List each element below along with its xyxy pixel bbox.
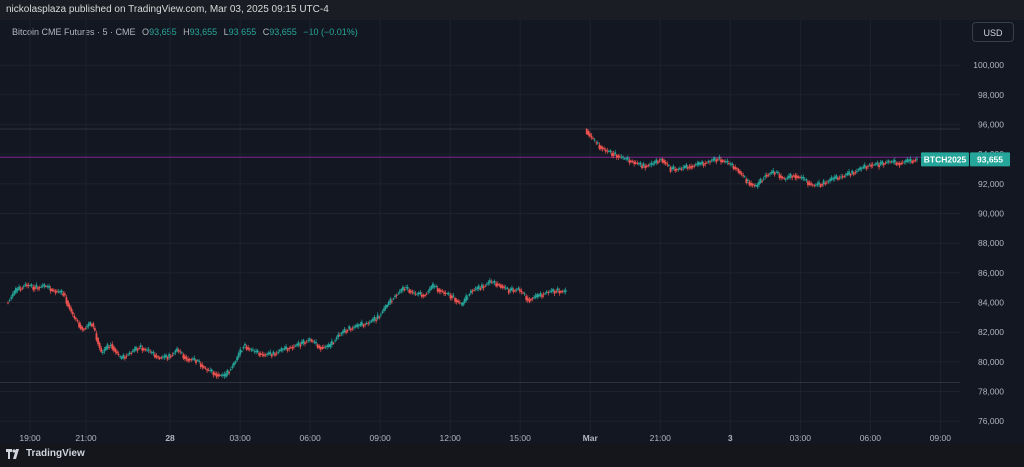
top-bar: nickolasplaza published on TradingView.c…: [0, 0, 1024, 20]
published-caption: nickolasplaza published on TradingView.c…: [6, 4, 329, 15]
currency-button[interactable]: USD: [972, 22, 1014, 42]
brand-name: TradingView: [26, 448, 85, 459]
tradingview-logo[interactable]: TradingView: [6, 448, 85, 459]
symbol-name: Bitcoin CME Futures · 5 · CME: [12, 27, 136, 37]
high-label: H: [183, 27, 190, 37]
open-value: 93,655: [149, 27, 177, 37]
tradingview-icon: [6, 448, 19, 459]
low-value: 93,655: [228, 27, 257, 37]
footer-bar: [0, 444, 1024, 467]
symbol-legend: Bitcoin CME Futures · 5 · CME O93,655 H9…: [12, 27, 358, 37]
high-value: 93,655: [189, 27, 218, 37]
close-label: C: [262, 27, 270, 37]
low-label: L: [223, 27, 229, 37]
open-label: O: [142, 27, 150, 37]
change-value: −10 (−0.01%): [303, 27, 358, 37]
chart-area[interactable]: [0, 20, 1024, 444]
close-value: 93,655: [269, 27, 297, 37]
